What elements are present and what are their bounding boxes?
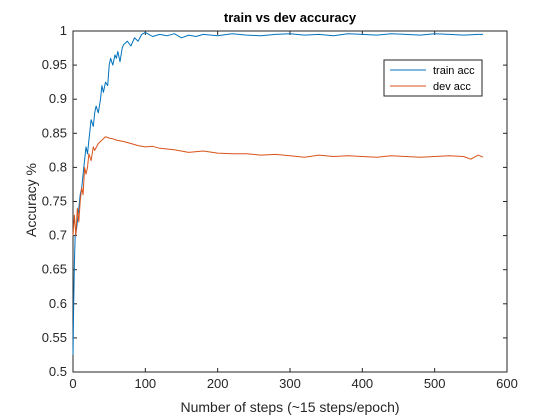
legend-label-train-acc: train acc bbox=[433, 65, 475, 77]
y-axis-label: Accuracy % bbox=[23, 163, 39, 237]
x-tick-label: 100 bbox=[134, 376, 156, 391]
y-tick-label: 0.75 bbox=[42, 194, 67, 209]
legend-label-dev-acc: dev acc bbox=[433, 81, 471, 93]
legend: train acc dev acc bbox=[383, 59, 483, 97]
x-axis-ticks: 0 100 200 300 400 500 600 bbox=[69, 31, 518, 391]
series-line-dev-acc bbox=[72, 136, 484, 237]
y-tick-label: 0.9 bbox=[49, 91, 67, 106]
y-tick-label: 0.8 bbox=[49, 159, 67, 174]
series-layer bbox=[72, 31, 484, 355]
x-tick-label: 300 bbox=[279, 376, 301, 391]
y-axis-ticks: 0.5 0.55 0.6 0.65 0.7 0.75 0.8 0.85 0.9 0.95 1 bbox=[42, 23, 507, 379]
y-tick-label: 1 bbox=[60, 23, 67, 38]
chart-title: train vs dev accuracy bbox=[224, 10, 357, 25]
series-line-train-acc bbox=[72, 31, 484, 355]
y-tick-label: 0.55 bbox=[42, 330, 67, 345]
y-tick-label: 0.65 bbox=[42, 262, 67, 277]
y-tick-label: 0.95 bbox=[42, 57, 67, 72]
y-tick-label: 0.7 bbox=[49, 228, 67, 243]
y-tick-label: 0.85 bbox=[42, 125, 67, 140]
x-tick-label: 500 bbox=[424, 376, 446, 391]
y-tick-label: 0.5 bbox=[49, 364, 67, 379]
x-tick-label: 0 bbox=[69, 376, 76, 391]
x-tick-label: 400 bbox=[351, 376, 373, 391]
legend-box bbox=[383, 59, 483, 97]
x-tick-label: 200 bbox=[207, 376, 229, 391]
x-tick-label: 600 bbox=[496, 376, 518, 391]
y-tick-label: 0.6 bbox=[49, 296, 67, 311]
x-axis-label: Number of steps (~15 steps/epoch) bbox=[180, 399, 399, 415]
